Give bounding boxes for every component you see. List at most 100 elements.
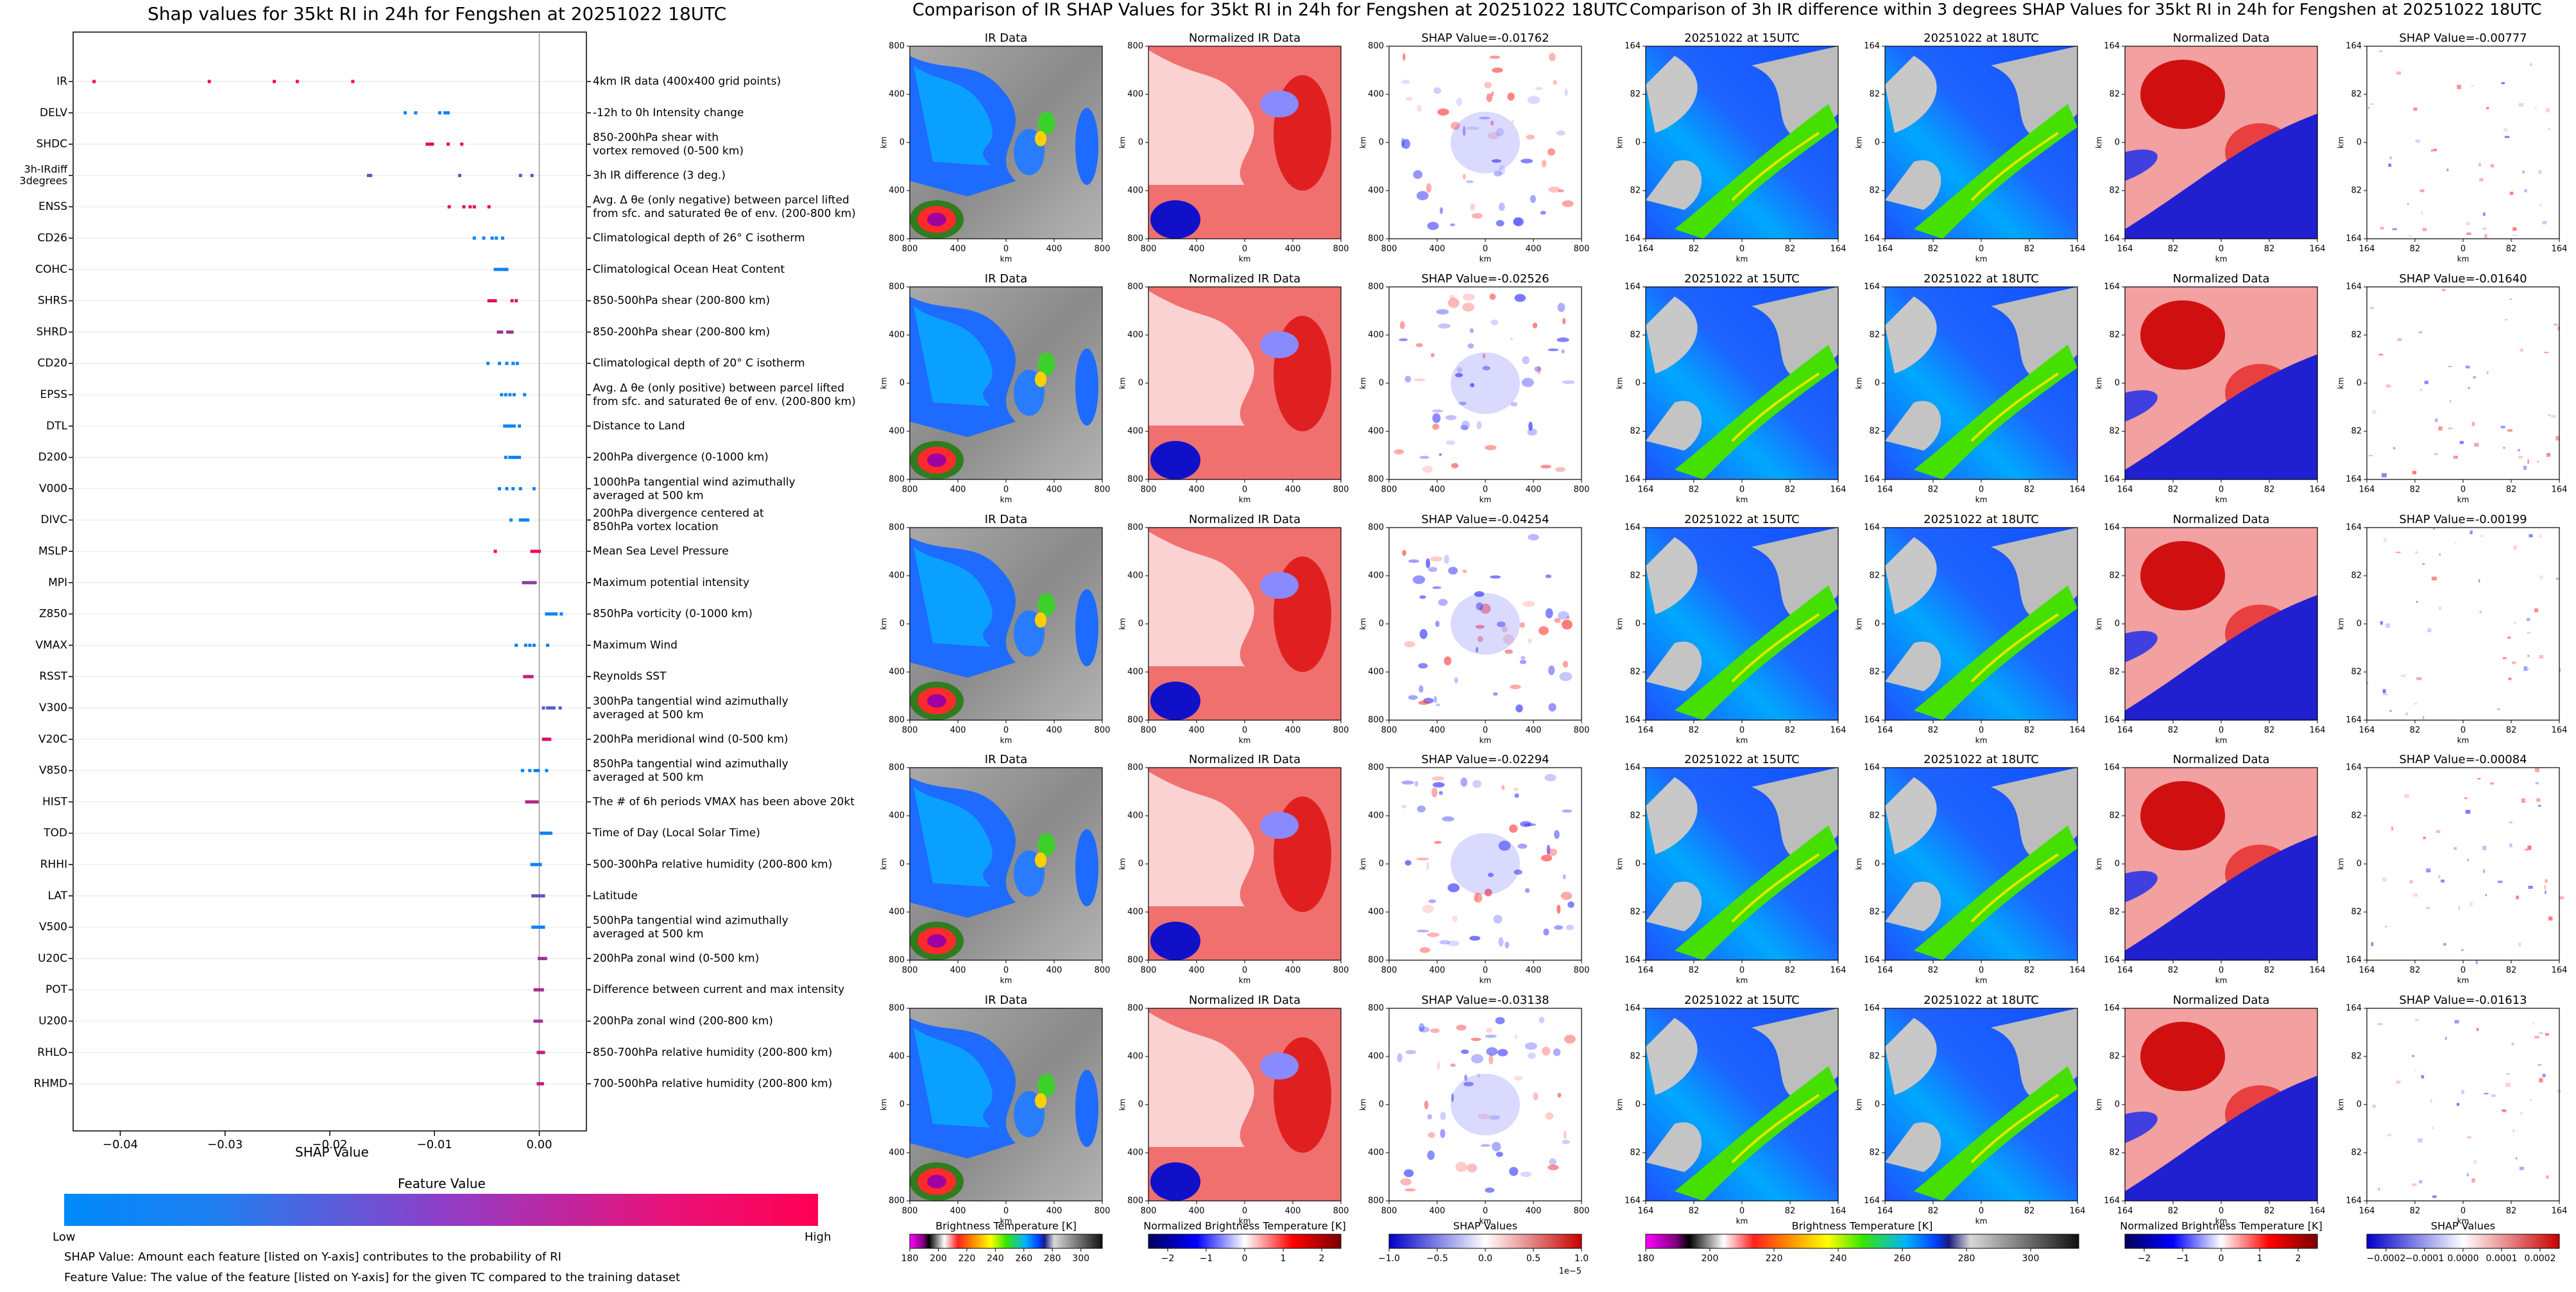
shap-point bbox=[533, 549, 537, 553]
image-x-tick-label: 800 bbox=[1574, 1207, 1590, 1216]
image-xlabel: km bbox=[2215, 736, 2228, 745]
diff-shap-blob bbox=[2518, 456, 2523, 458]
diff-shap-blob bbox=[2449, 400, 2452, 403]
shap-blob bbox=[1426, 861, 1429, 870]
image-title: Normalized IR Data bbox=[1189, 994, 1301, 1007]
feature-description: 300hPa tangential wind azimuthally bbox=[593, 695, 789, 708]
x-tick-label: 0.00 bbox=[526, 1138, 552, 1151]
feature-description: 500hPa tangential wind azimuthally bbox=[593, 915, 789, 927]
image-xlabel: km bbox=[2457, 495, 2469, 504]
image-x-tick-label: 164 bbox=[2117, 485, 2133, 495]
image-y-tick-label: 0 bbox=[1138, 379, 1143, 388]
diff-norm-cold-band bbox=[2125, 354, 2317, 479]
image-y-tick-label: 800 bbox=[1368, 475, 1384, 485]
shap-blob bbox=[1545, 1112, 1554, 1120]
diff-shap-blob bbox=[2397, 338, 2402, 341]
ir-convective-core bbox=[1035, 1093, 1046, 1108]
image-y-tick-label: 82 bbox=[2109, 427, 2120, 436]
diff-shap-blob bbox=[2500, 426, 2505, 429]
image-xlabel: km bbox=[2215, 976, 2228, 985]
image-y-tick-label: 400 bbox=[1127, 331, 1143, 340]
shap-blob bbox=[1496, 128, 1505, 137]
diff-shap-blob bbox=[2545, 890, 2546, 894]
diff-shap-blob bbox=[2421, 1075, 2425, 1079]
diff-shap-blob bbox=[2413, 893, 2418, 897]
shap-blob bbox=[1554, 617, 1561, 623]
feature-code-label: V000 bbox=[39, 482, 67, 495]
diff-ir-convective-band bbox=[1675, 104, 1838, 239]
image-y-tick-label: 400 bbox=[889, 427, 905, 436]
shap-blob bbox=[1478, 116, 1490, 120]
image-x-tick-label: 800 bbox=[1333, 966, 1349, 976]
image-y-tick-label: 0 bbox=[1875, 1100, 1880, 1110]
shap-blob bbox=[1438, 791, 1443, 795]
diff-norm-cold-w bbox=[2125, 871, 2158, 902]
shap-blob bbox=[1435, 703, 1440, 707]
image-y-tick-label: 82 bbox=[2109, 1148, 2120, 1158]
diff-shap-blob bbox=[2504, 135, 2510, 139]
diff-ir-convective-band bbox=[1675, 1066, 1838, 1201]
shap-point bbox=[559, 612, 563, 616]
diff-shap-blob bbox=[2422, 563, 2425, 565]
feature-description: Difference between current and max inten… bbox=[593, 983, 844, 996]
image-x-tick-label: 400 bbox=[1046, 485, 1062, 495]
diff-shap-blob bbox=[2436, 830, 2441, 833]
diff-shap-blob bbox=[2380, 227, 2384, 230]
shap-point bbox=[522, 581, 525, 585]
shap-blob bbox=[1495, 1017, 1505, 1024]
image-title: 20251022 at 18UTC bbox=[1923, 513, 2039, 526]
shap-point bbox=[546, 737, 550, 741]
shap-point bbox=[536, 1019, 540, 1023]
shap-background bbox=[1389, 768, 1582, 960]
shap-blob bbox=[1426, 183, 1432, 193]
diff-shap-background bbox=[2367, 1008, 2559, 1201]
image-x-tick-label: 82 bbox=[1785, 966, 1796, 976]
shap-blob bbox=[1419, 456, 1429, 459]
shap-blob bbox=[1472, 780, 1482, 788]
image-x-tick-label: 164 bbox=[1638, 726, 1654, 736]
shap-blob bbox=[1428, 1132, 1435, 1138]
shap-point bbox=[460, 142, 464, 146]
image-y-tick-label: 800 bbox=[889, 956, 905, 965]
image-xlabel: km bbox=[2457, 976, 2469, 985]
image-y-tick-label: 164 bbox=[1625, 956, 1641, 965]
image-x-tick-label: 82 bbox=[1928, 966, 1939, 976]
image-x-tick-label: 0 bbox=[1739, 1207, 1744, 1216]
shap-blob bbox=[1539, 1016, 1545, 1024]
image-x-tick-label: 0 bbox=[2219, 1207, 2224, 1216]
image-xlabel: km bbox=[1975, 976, 1988, 985]
diff-ir-clear-sw bbox=[1646, 641, 1702, 691]
shap-blob bbox=[1473, 891, 1479, 902]
image-y-tick-label: 0 bbox=[900, 619, 905, 629]
colorbar-tick-label: 1.0 bbox=[1574, 1253, 1589, 1264]
shap-blob bbox=[1403, 1169, 1414, 1177]
shap-point bbox=[524, 518, 527, 522]
shap-blob bbox=[1501, 626, 1508, 633]
diff-ir-clear-nw bbox=[1646, 56, 1698, 133]
diff-shap-blob bbox=[2534, 107, 2537, 108]
shap-center-halo bbox=[1451, 833, 1520, 895]
feature-description: 200hPa zonal wind (0-500 km) bbox=[593, 952, 759, 965]
shap-center-halo bbox=[1451, 1074, 1520, 1135]
feature-description: Maximum potential intensity bbox=[593, 576, 749, 589]
diff-shap-blob bbox=[2396, 71, 2401, 75]
image-y-tick-label: 82 bbox=[1630, 427, 1641, 436]
shap-point bbox=[429, 142, 432, 146]
diff-shap-background bbox=[2367, 46, 2559, 239]
diff-shap-blob bbox=[2476, 1028, 2479, 1031]
image-y-tick-label: 164 bbox=[1864, 1004, 1880, 1013]
shap-blob bbox=[1548, 703, 1557, 712]
image-xlabel: km bbox=[1239, 495, 1251, 504]
diff-shap-blob bbox=[2392, 228, 2397, 230]
image-x-tick-label: 164 bbox=[2070, 726, 2086, 736]
shap-blob bbox=[1478, 1113, 1490, 1119]
image-y-tick-label: 82 bbox=[1869, 811, 1880, 821]
shap-blob bbox=[1442, 816, 1454, 822]
diff-shap-blob bbox=[2370, 306, 2375, 309]
image-y-tick-label: 0 bbox=[1635, 1100, 1641, 1110]
diff-ir-convective-band bbox=[1914, 104, 2077, 239]
diff-shap-blob bbox=[2434, 452, 2438, 456]
image-y-tick-label: 400 bbox=[1127, 811, 1143, 821]
diff-ir-convective-core bbox=[1970, 372, 2060, 442]
